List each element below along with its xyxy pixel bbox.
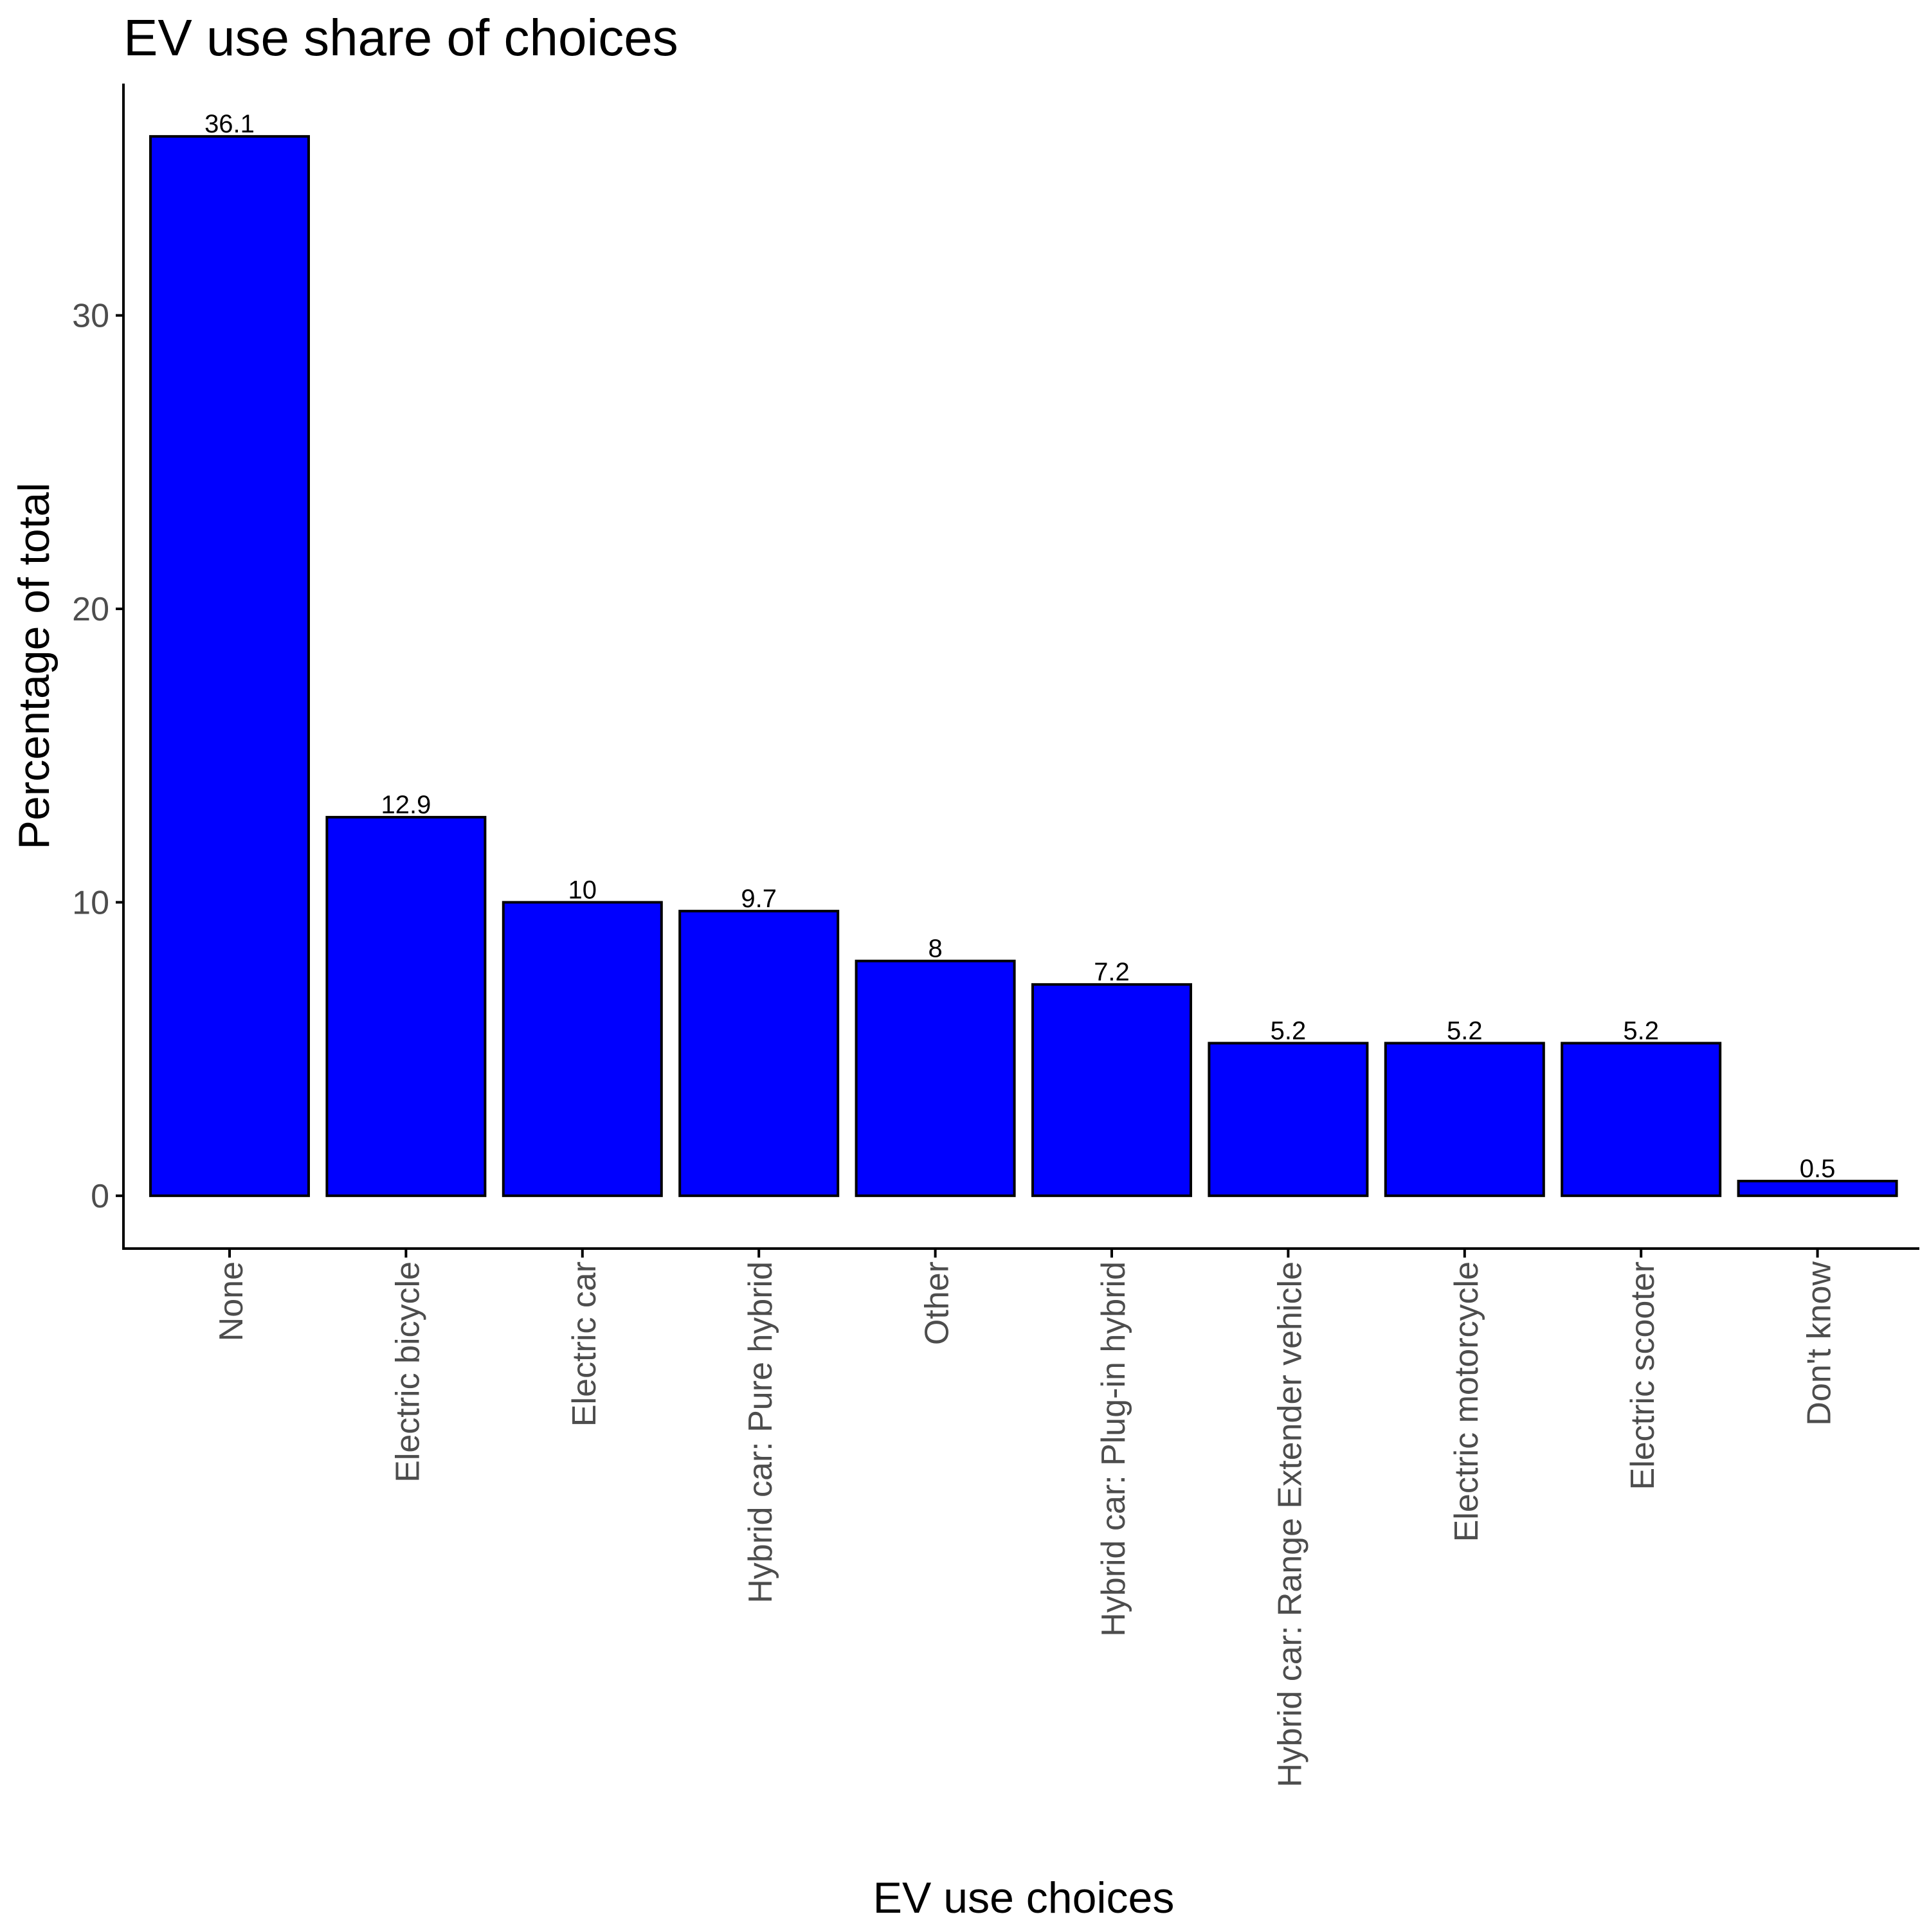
bar [1031,983,1192,1197]
x-tick-label: Electric motorcycle [1448,1261,1485,1542]
x-tick-label: Electric car [566,1261,603,1427]
y-tick-label: 0 [91,1178,109,1215]
data-label: 12.9 [381,791,431,819]
data-label: 0.5 [1800,1155,1836,1183]
y-axis-ticks: 0 10 20 30 [72,298,123,1215]
data-label: 9.7 [741,885,777,913]
bar [678,910,840,1197]
data-label: 5.2 [1271,1017,1307,1045]
x-axis-title: EV use choices [873,1873,1175,1922]
bar [1384,1042,1545,1197]
bar [855,959,1016,1197]
data-label: 5.2 [1623,1017,1659,1045]
bar [1208,1042,1369,1197]
x-tick-label: Don't know [1801,1261,1838,1426]
data-label: 36.1 [204,110,255,138]
bar [1561,1042,1722,1197]
x-axis-ticks: None Electric bicycle Electric car Hybrid c… [213,1249,1838,1787]
data-label: 7.2 [1094,958,1130,986]
chart-title: EV use share of choices [123,9,678,66]
x-tick-label: Hybrid car: Plug-in hybrid [1095,1261,1132,1637]
x-tick-label: Electric scooter [1624,1261,1662,1490]
x-tick-label: Electric bicycle [389,1261,426,1483]
data-label: 10 [568,876,597,904]
bar [502,901,663,1197]
y-axis-title: Percentage of total [10,483,59,850]
x-tick-label: None [213,1261,250,1341]
y-tick-label: 10 [72,884,109,921]
x-tick-label: Hybrid car: Pure hybrid [742,1261,779,1603]
x-tick-label: Other [919,1261,956,1345]
bar [1737,1180,1898,1197]
bar [149,135,310,1197]
x-tick-label: Hybrid car: Range Extender vehicle [1271,1261,1309,1787]
data-label: 5.2 [1447,1017,1483,1045]
data-label: 8 [928,935,942,963]
y-tick-label: 20 [72,591,109,628]
bar [325,816,487,1197]
y-tick-label: 30 [72,298,109,335]
plot-area: 36.1 12.9 10 9.7 8 7.2 5.2 5.2 5.2 0.5 [149,110,1898,1197]
